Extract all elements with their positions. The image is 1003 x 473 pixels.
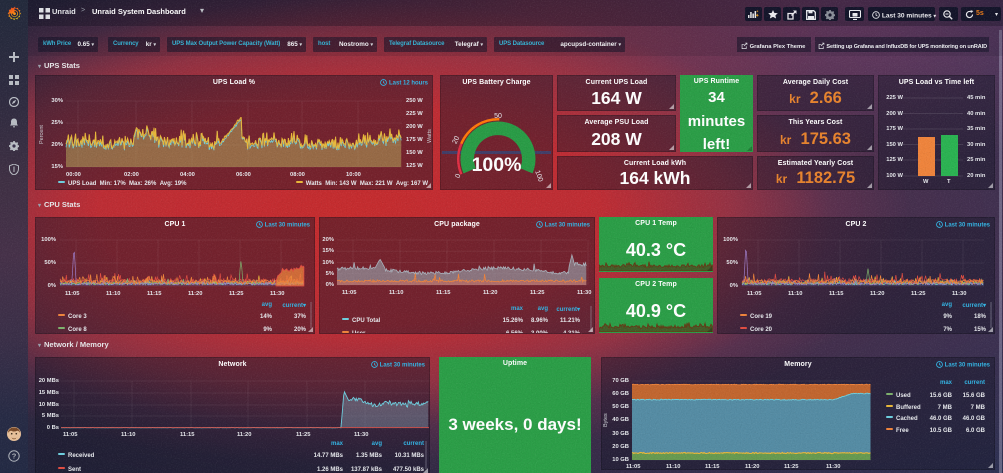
svg-text:20: 20 <box>452 135 462 145</box>
svg-text:50: 50 <box>494 113 502 120</box>
svg-text:?: ? <box>12 452 17 461</box>
